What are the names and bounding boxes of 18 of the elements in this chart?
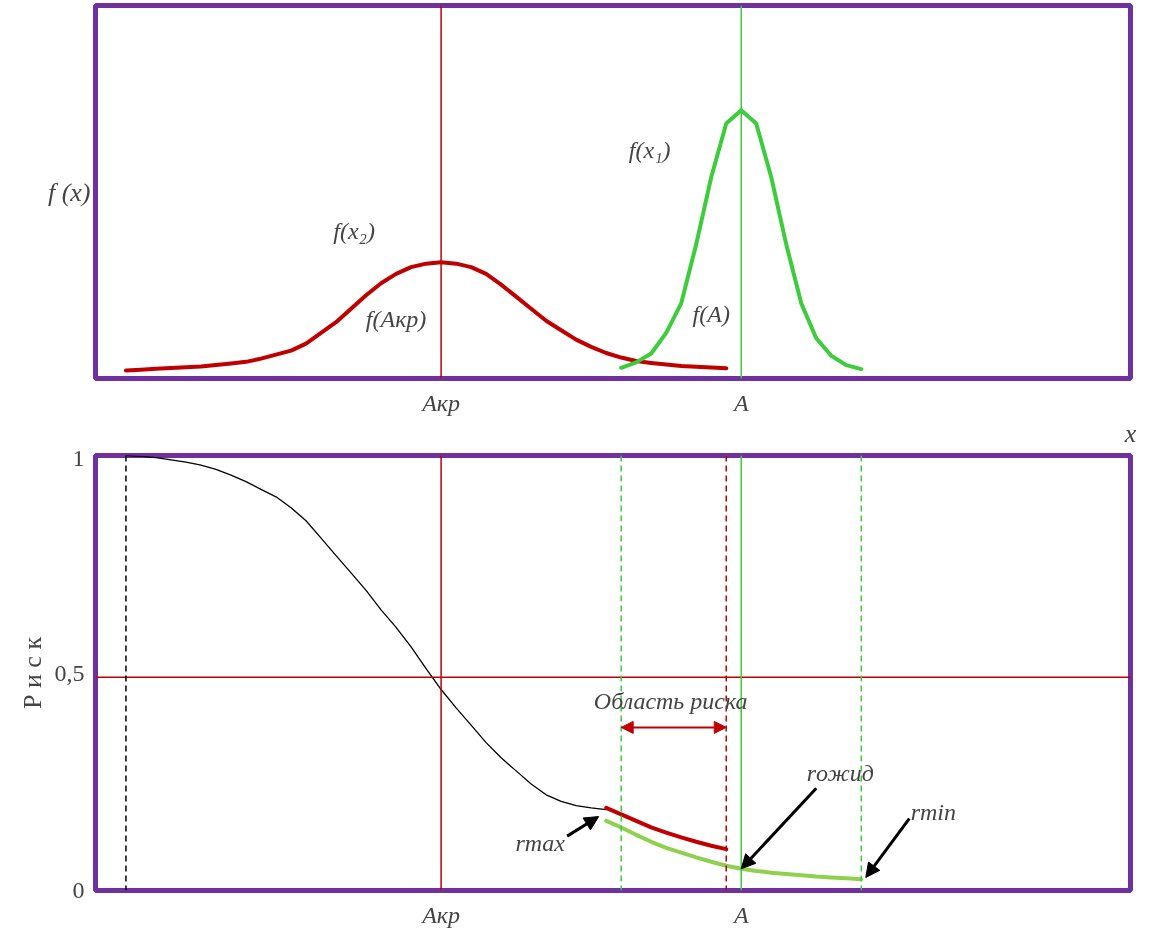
y-axis-title: Р и с к <box>17 636 47 710</box>
y-tick-label: 0,5 <box>54 659 85 686</box>
x-tick-label: Aкр <box>420 389 461 416</box>
annotation: f(Aкр) <box>365 306 427 333</box>
annotation: f(x₁) <box>628 137 671 164</box>
annotation: rожид <box>806 760 874 787</box>
x-tick-label: Aкр <box>420 901 461 928</box>
annotation: rmin <box>910 799 956 826</box>
y-axis-title: f (x) <box>47 177 91 207</box>
x-axis-title: x <box>1123 418 1137 448</box>
annotation: f(x₂) <box>333 217 375 244</box>
line-series <box>604 818 864 882</box>
y-tick-label: 0 <box>72 877 85 903</box>
x-tick-label: A <box>731 389 749 416</box>
annotation: f(A) <box>692 301 730 328</box>
annotation: rmax <box>515 829 566 856</box>
x-tick-label: A <box>731 901 749 928</box>
y-tick-label: 1 <box>72 444 85 471</box>
